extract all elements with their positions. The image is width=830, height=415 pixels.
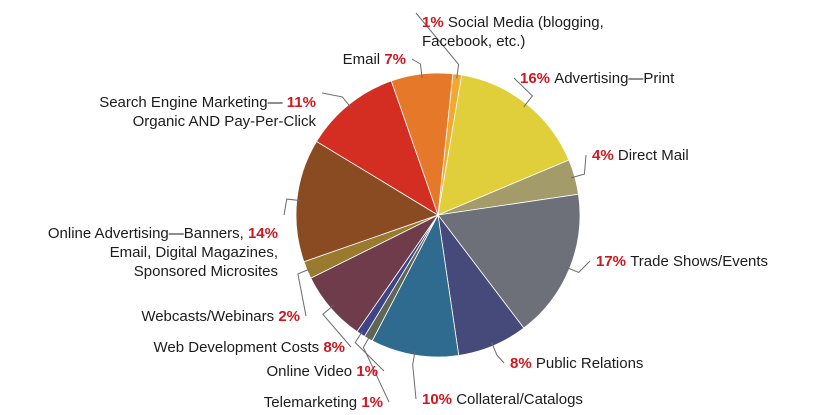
leader-line [283,198,301,216]
slice-value-label: 1% [356,363,378,380]
slice-label: Telemarketing 1% [264,394,383,411]
slice-label: Email 7% [343,51,406,68]
slice-value-label: 16% [520,70,554,87]
slice-label: Online Advertising—Banners, 14% Email, Di… [48,225,278,280]
slice-label: Search Engine Marketing— 11% Organic AND … [99,94,316,130]
slice-label: Online Video 1% [267,363,378,380]
leader-line [491,342,505,364]
leader-line [513,77,534,108]
slice-value-label: 1% [361,394,383,411]
leader-line [297,268,311,317]
slice-label: 17% Trade Shows/Events [596,253,768,270]
leader-line [322,304,352,348]
leader-line [354,330,385,372]
slice-label: 8% Public Relations [510,355,643,372]
leader-line [412,351,417,400]
leader-line [411,58,423,78]
slice-label: 10% Collateral/Catalogs [422,391,583,408]
leader-line [362,334,390,403]
slice-value-label: 17% [596,253,630,270]
slice-labels: 1% Social Media (blogging, Facebook, etc.… [48,14,768,411]
slice-value-label: 7% [384,51,406,68]
leader-line [570,154,587,179]
slice-label: 4% Direct Mail [592,147,689,164]
leader-lines [283,12,591,403]
leader-line [565,260,591,273]
slice-label: Web Development Costs 8% [154,339,346,356]
slice-value-label: 11% [287,94,316,111]
slice-label: 16% Advertising—Print [520,70,675,87]
slice-value-label: 14% [248,225,278,242]
slice-value-label: 8% [323,339,345,356]
slice-label: Webcasts/Webinars 2% [141,308,300,325]
leader-line [321,92,352,109]
slice-value-label: 2% [278,308,300,325]
slice-value-label: 1% [422,14,448,31]
slice-label: 1% Social Media (blogging, Facebook, etc.… [422,14,604,50]
slice-value-label: 10% [422,391,456,408]
pie-slices [295,72,581,358]
leader-line [415,12,460,79]
slice-value-label: 8% [510,355,536,372]
slice-value-label: 4% [592,147,618,164]
